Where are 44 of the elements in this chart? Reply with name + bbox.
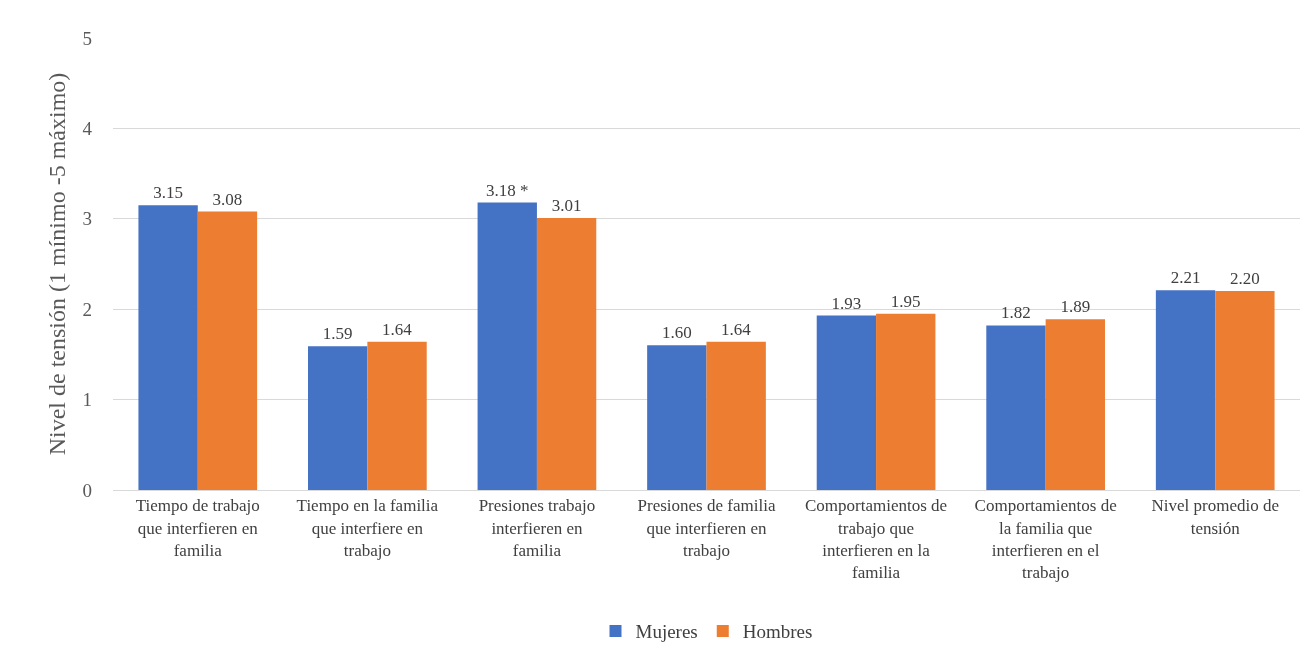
data-label: 2.20 bbox=[1230, 269, 1260, 289]
y-tick-label: 2 bbox=[82, 298, 92, 320]
bar bbox=[1045, 319, 1105, 490]
bar bbox=[816, 315, 877, 490]
bar bbox=[477, 202, 537, 490]
x-tick-label: Presiones de familia que interfieren en trabajo bbox=[637, 496, 776, 560]
data-label: 1.95 bbox=[890, 291, 921, 311]
y-tick-label: 5 bbox=[82, 27, 92, 49]
bar bbox=[876, 313, 936, 490]
y-tick-label: 0 bbox=[82, 479, 92, 501]
x-tick-label: Comportamientos de trabajo que interfieren en la familia bbox=[805, 496, 948, 582]
x-tick-label: Comportamientos de la familia que interfieren en el trabajo bbox=[974, 496, 1117, 582]
x-tick-label: Nivel promedio de tensión bbox=[1151, 496, 1279, 538]
bar bbox=[138, 205, 198, 490]
bar bbox=[536, 217, 597, 490]
data-label: 1.60 bbox=[661, 323, 692, 343]
data-label: 1.64 bbox=[721, 319, 752, 339]
bar bbox=[367, 341, 427, 490]
y-tick-label: 3 bbox=[82, 208, 92, 230]
bar bbox=[647, 345, 707, 490]
bar bbox=[986, 325, 1046, 490]
data-label: 1.93 bbox=[831, 293, 862, 313]
bar bbox=[706, 341, 766, 490]
data-label: 3.08 bbox=[212, 189, 243, 209]
data-label: 2.21 bbox=[1170, 268, 1201, 288]
y-axis-title: Nivel de tensión (1 mínimo -5 máximo) bbox=[43, 72, 70, 456]
y-tick-label: 4 bbox=[82, 118, 93, 140]
data-label: 3.18 * bbox=[486, 180, 529, 200]
data-label: 1.82 bbox=[1001, 303, 1031, 323]
legend-label: Hombres bbox=[742, 621, 813, 643]
bar bbox=[197, 211, 258, 490]
x-tick-label: Tiempo de trabajo que interfieren en familia bbox=[135, 496, 260, 560]
data-label: 1.59 bbox=[322, 324, 353, 344]
x-tick-label: Tiempo en la familia que interfiere en trabajo bbox=[296, 496, 439, 560]
x-tick-label: Presiones trabajo interfieren en familia bbox=[478, 496, 596, 560]
data-label: 1.64 bbox=[381, 319, 413, 339]
data-label: 1.89 bbox=[1060, 297, 1091, 317]
bar bbox=[1155, 290, 1216, 490]
data-label: 3.01 bbox=[551, 195, 582, 215]
legend-label: Mujeres bbox=[635, 621, 698, 643]
bar bbox=[1215, 291, 1275, 490]
data-label: 3.15 bbox=[153, 183, 183, 203]
y-tick-label: 1 bbox=[82, 389, 92, 411]
bar bbox=[308, 346, 368, 490]
